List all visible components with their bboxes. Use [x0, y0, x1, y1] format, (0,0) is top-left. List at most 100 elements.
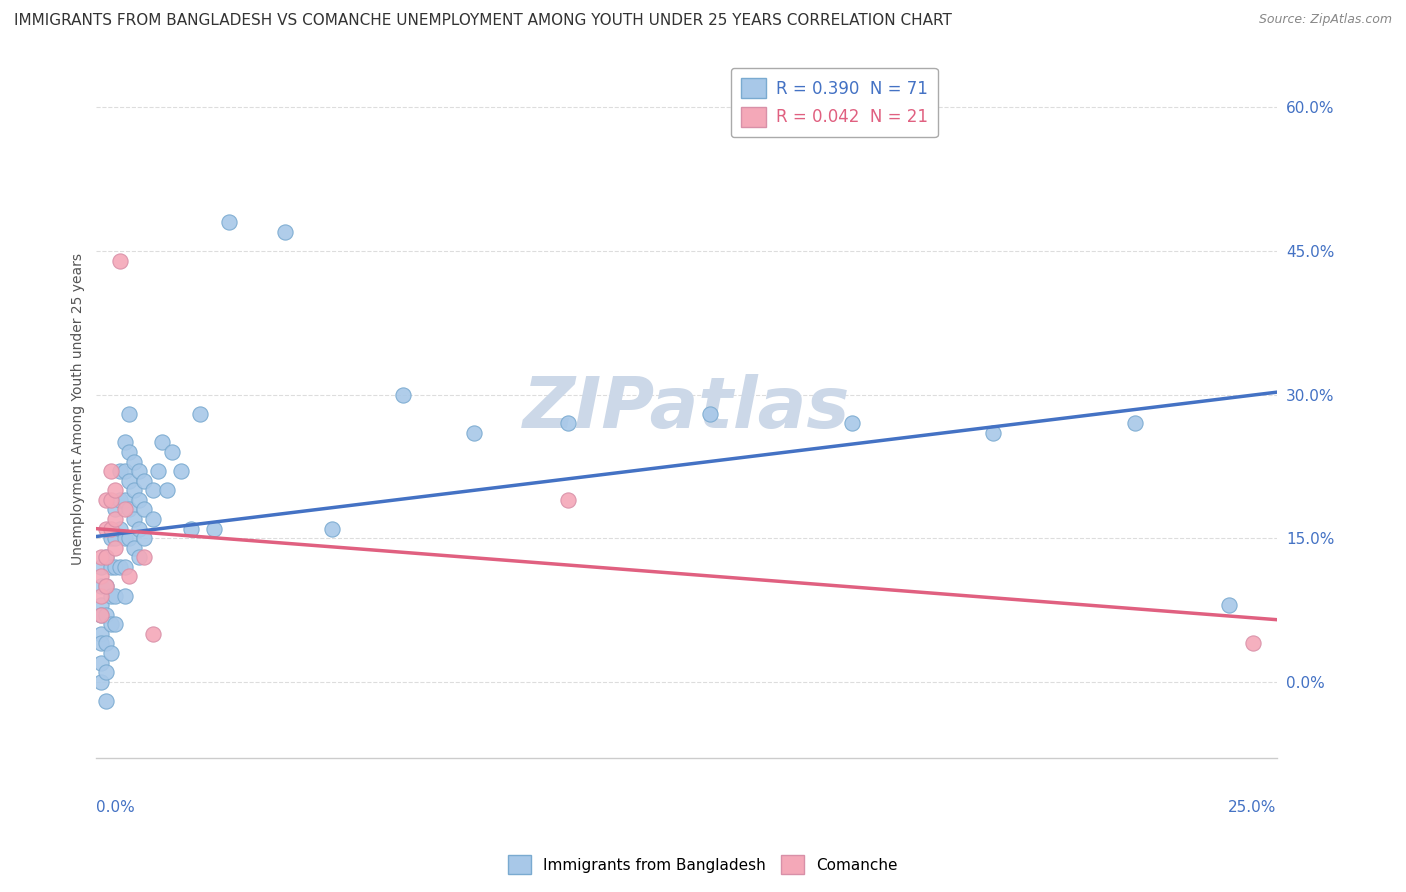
Text: ZIPatlas: ZIPatlas — [523, 375, 851, 443]
Point — [118, 407, 141, 421]
Point — [90, 579, 112, 593]
Point — [218, 215, 240, 229]
Point — [1241, 636, 1264, 650]
Point — [90, 627, 112, 641]
Point — [108, 560, 131, 574]
Point — [114, 492, 136, 507]
Point — [90, 560, 112, 574]
Point — [114, 435, 136, 450]
Point — [90, 607, 112, 622]
Point — [118, 474, 141, 488]
Point — [100, 531, 122, 545]
Point — [122, 541, 145, 555]
Point — [94, 579, 117, 593]
Point — [100, 522, 122, 536]
Point — [104, 502, 127, 516]
Point — [100, 492, 122, 507]
Point — [122, 512, 145, 526]
Point — [156, 483, 179, 498]
Point — [1218, 598, 1240, 612]
Point — [100, 560, 122, 574]
Point — [142, 483, 165, 498]
Point — [142, 512, 165, 526]
Point — [100, 646, 122, 660]
Point — [104, 617, 127, 632]
Point — [90, 674, 112, 689]
Point — [108, 464, 131, 478]
Point — [132, 531, 155, 545]
Point — [180, 522, 202, 536]
Point — [557, 417, 579, 431]
Legend: R = 0.390  N = 71, R = 0.042  N = 21: R = 0.390 N = 71, R = 0.042 N = 21 — [731, 68, 938, 137]
Point — [321, 522, 343, 536]
Point — [118, 569, 141, 583]
Point — [94, 636, 117, 650]
Point — [108, 253, 131, 268]
Point — [132, 502, 155, 516]
Point — [100, 617, 122, 632]
Point — [118, 531, 141, 545]
Point — [202, 522, 225, 536]
Point — [94, 492, 117, 507]
Point — [94, 522, 117, 536]
Point — [118, 502, 141, 516]
Point — [160, 445, 183, 459]
Point — [90, 598, 112, 612]
Point — [90, 656, 112, 670]
Point — [170, 464, 193, 478]
Point — [392, 387, 415, 401]
Point — [104, 541, 127, 555]
Point — [90, 589, 112, 603]
Point — [94, 607, 117, 622]
Text: 25.0%: 25.0% — [1229, 800, 1277, 815]
Point — [94, 550, 117, 565]
Point — [188, 407, 211, 421]
Point — [699, 407, 721, 421]
Point — [94, 579, 117, 593]
Point — [841, 417, 863, 431]
Text: Source: ZipAtlas.com: Source: ZipAtlas.com — [1258, 13, 1392, 27]
Point — [108, 522, 131, 536]
Point — [94, 694, 117, 708]
Text: 0.0%: 0.0% — [97, 800, 135, 815]
Point — [114, 531, 136, 545]
Legend: Immigrants from Bangladesh, Comanche: Immigrants from Bangladesh, Comanche — [502, 849, 904, 880]
Point — [100, 589, 122, 603]
Point — [463, 425, 485, 440]
Point — [114, 464, 136, 478]
Point — [557, 492, 579, 507]
Point — [90, 569, 112, 583]
Point — [122, 455, 145, 469]
Text: IMMIGRANTS FROM BANGLADESH VS COMANCHE UNEMPLOYMENT AMONG YOUTH UNDER 25 YEARS C: IMMIGRANTS FROM BANGLADESH VS COMANCHE U… — [14, 13, 952, 29]
Point — [104, 531, 127, 545]
Point — [104, 512, 127, 526]
Point — [104, 560, 127, 574]
Point — [100, 464, 122, 478]
Point — [128, 464, 150, 478]
Point — [90, 636, 112, 650]
Point — [108, 492, 131, 507]
Point — [94, 665, 117, 680]
Point — [104, 589, 127, 603]
Point — [114, 502, 136, 516]
Point — [118, 445, 141, 459]
Y-axis label: Unemployment Among Youth under 25 years: Unemployment Among Youth under 25 years — [72, 253, 86, 565]
Point — [981, 425, 1004, 440]
Point — [122, 483, 145, 498]
Point — [132, 550, 155, 565]
Point — [146, 464, 169, 478]
Point — [274, 225, 297, 239]
Point — [128, 550, 150, 565]
Point — [132, 474, 155, 488]
Point — [114, 560, 136, 574]
Point — [152, 435, 174, 450]
Point — [114, 589, 136, 603]
Point — [104, 483, 127, 498]
Point — [90, 550, 112, 565]
Point — [90, 607, 112, 622]
Point — [128, 492, 150, 507]
Point — [94, 550, 117, 565]
Point — [1123, 417, 1146, 431]
Point — [142, 627, 165, 641]
Point — [128, 522, 150, 536]
